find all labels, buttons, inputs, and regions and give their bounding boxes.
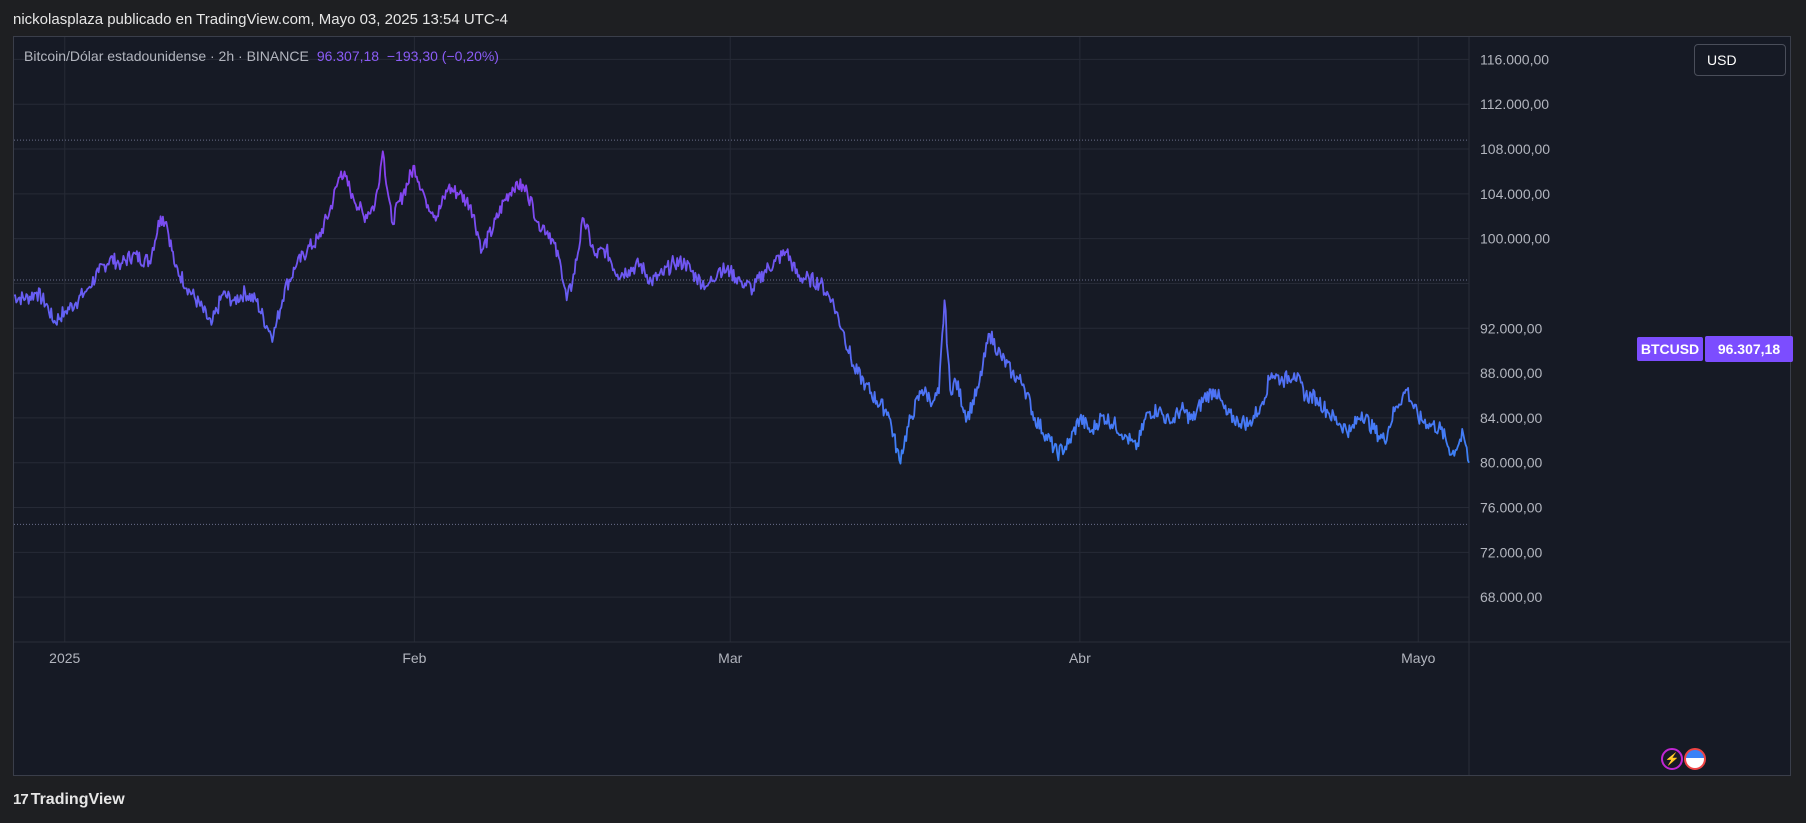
price-chart[interactable]: 116.000,00 112.000,00 108.000,00 104.000,00…	[14, 37, 1790, 775]
y-tick-label: 104.000,00	[1480, 186, 1550, 202]
y-tick-label: 84.000,00	[1480, 410, 1542, 426]
top-bar: nickolasplaza publicado en TradingView.c…	[0, 0, 1806, 36]
tradingview-logo-icon: 17	[13, 791, 29, 808]
y-tick-label: 80.000,00	[1480, 455, 1542, 471]
price-change: −193,30 (−0,20%)	[386, 48, 499, 64]
x-tick-label: Mayo	[1401, 650, 1435, 666]
symbol-badge: BTCUSD	[1637, 337, 1703, 361]
x-tick-label: Feb	[402, 650, 426, 666]
y-tick-label: 116.000,00	[1480, 51, 1549, 67]
chart-frame[interactable]: 116.000,00 112.000,00 108.000,00 104.000,00…	[13, 36, 1793, 776]
symbol-description: Bitcoin/Dólar estadounidense · 2h · BINA…	[24, 48, 309, 64]
x-tick-label: Abr	[1069, 650, 1091, 666]
y-tick-label: 72.000,00	[1480, 544, 1542, 560]
chart-legend: Bitcoin/Dólar estadounidense · 2h · BINA…	[24, 48, 499, 64]
y-tick-label: 100.000,00	[1480, 231, 1550, 247]
y-tick-label: 68.000,00	[1480, 589, 1542, 605]
y-tick-label: 112.000,00	[1480, 96, 1549, 112]
us-flag-icon[interactable]	[1684, 748, 1706, 770]
y-tick-label: 76.000,00	[1480, 500, 1542, 516]
tradingview-brand: TradingView	[30, 791, 125, 808]
x-tick-label: 2025	[49, 650, 80, 666]
lightning-icon[interactable]: ⚡	[1661, 748, 1683, 770]
y-tick-label: 88.000,00	[1480, 365, 1542, 381]
price-badge: 96.307,18	[1705, 336, 1793, 362]
last-price: 96.307,18	[316, 48, 380, 64]
currency-button[interactable]: USD	[1694, 44, 1786, 76]
tradingview-logo[interactable]: 17 TradingView	[13, 791, 125, 809]
y-tick-label: 108.000,00	[1480, 141, 1550, 157]
x-tick-label: Mar	[718, 650, 742, 666]
btcusd-price-line	[14, 150, 1470, 465]
published-info: nickolasplaza publicado en TradingView.c…	[13, 11, 509, 28]
y-tick-label: 92.000,00	[1480, 320, 1542, 336]
